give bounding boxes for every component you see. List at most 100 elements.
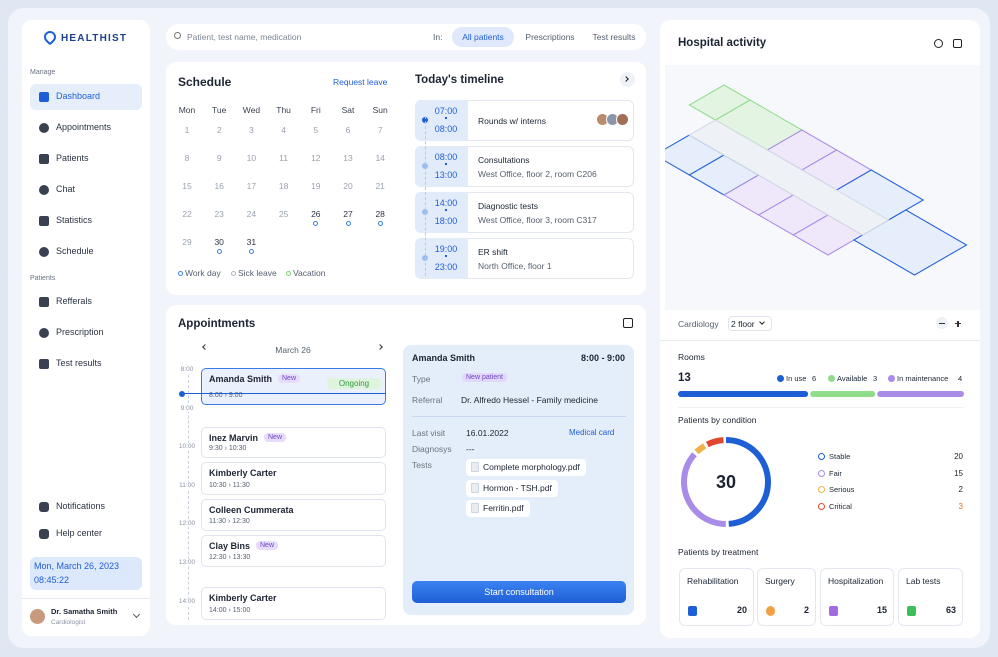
timeline-line <box>424 116 426 276</box>
calendar-day[interactable]: 16 <box>214 181 224 191</box>
calendar-day[interactable]: 14 <box>375 153 385 163</box>
search-tab[interactable]: Prescriptions <box>525 32 575 42</box>
calendar-day[interactable]: 28 <box>375 209 385 219</box>
status-icon <box>777 375 784 382</box>
calendar-day[interactable]: 8 <box>184 153 190 163</box>
search-tab[interactable]: Test results <box>592 32 636 42</box>
nav-item[interactable]: Prescription <box>56 327 104 337</box>
calendar-day[interactable]: 21 <box>375 181 385 191</box>
status-icon <box>828 375 835 382</box>
calendar-day[interactable]: 18 <box>278 181 289 191</box>
start-button[interactable] <box>412 581 626 603</box>
appointment-time: 11:30 › 12:30 <box>209 518 250 525</box>
print-icon[interactable] <box>953 39 962 48</box>
calendar-day[interactable]: 20 <box>343 181 353 191</box>
appointment-time: 14:00 › 15:00 <box>209 607 251 614</box>
date: Mon, March 26, 2023 <box>34 561 120 571</box>
search-bar[interactable] <box>166 24 646 50</box>
appointments-date: March 26 <box>275 345 311 355</box>
file-chip[interactable]: Hormon - TSH.pdf <box>466 479 558 497</box>
refresh-icon[interactable] <box>934 39 943 48</box>
weekday: Thu <box>276 105 291 115</box>
appointment[interactable] <box>201 427 386 458</box>
nav-item[interactable]: Statistics <box>56 215 93 225</box>
treatment-value: 2 <box>803 605 809 615</box>
appointment[interactable] <box>201 587 386 620</box>
type-pill: New patient <box>462 373 507 382</box>
legend-dot <box>286 271 291 276</box>
calendar-day[interactable]: 5 <box>313 125 319 135</box>
calendar-day[interactable]: 9 <box>216 153 222 163</box>
patient-name: Amanda Smith <box>209 374 273 384</box>
calendar-day[interactable]: 19 <box>311 181 321 191</box>
calendar-day[interactable]: 29 <box>182 237 192 247</box>
calendar-day[interactable]: 30 <box>214 237 224 247</box>
nav-item[interactable]: Dashboard <box>56 91 101 101</box>
time-label: 13:00 <box>172 559 202 566</box>
nav-item[interactable]: Refferals <box>56 296 92 306</box>
new-tag: New <box>256 541 279 550</box>
calendar-day[interactable]: 24 <box>246 209 257 219</box>
calendar-day[interactable]: 4 <box>281 125 286 135</box>
calendar-day[interactable]: 25 <box>278 209 289 219</box>
now-dot <box>179 390 185 397</box>
file-chip[interactable]: Ferritin.pdf <box>466 500 530 517</box>
calendar-day[interactable]: 22 <box>182 209 192 219</box>
search-placeholder[interactable]: Patient, test name, medication <box>187 32 302 42</box>
search-tab[interactable]: All patients <box>462 32 504 42</box>
calendar-day[interactable]: 2 <box>216 125 222 135</box>
time-axis <box>187 375 189 620</box>
time-start: 19:00 <box>434 244 458 254</box>
donut-segment <box>681 437 771 527</box>
nav-item[interactable]: Help center <box>56 528 103 538</box>
nav-item[interactable]: Patients <box>56 153 89 163</box>
nav-item[interactable]: Appointments <box>56 122 112 132</box>
calendar-day[interactable]: 6 <box>345 125 351 135</box>
file-icon <box>471 503 479 513</box>
diagnosis: --- <box>466 444 475 454</box>
treatment-card[interactable] <box>898 568 963 626</box>
appointment[interactable] <box>201 499 386 531</box>
appointments-title: Appointments <box>178 318 256 330</box>
timeline-event: Diagnostic tests <box>478 201 538 211</box>
calendar-day[interactable]: 11 <box>279 153 288 163</box>
calendar-day[interactable]: 26 <box>311 209 321 219</box>
calendar-day[interactable]: 31 <box>246 237 257 247</box>
user-name: Dr. Samatha Smith <box>51 607 118 616</box>
calendar-day[interactable]: 3 <box>249 125 254 135</box>
timeline-event: Consultations <box>478 155 530 165</box>
calendar-day[interactable]: 17 <box>246 181 257 191</box>
timeline-next[interactable] <box>620 72 635 87</box>
corridor <box>688 119 890 236</box>
floor-select[interactable] <box>728 316 772 331</box>
calendar-day[interactable]: 12 <box>311 153 321 163</box>
calendar-day[interactable]: 15 <box>182 181 192 191</box>
file-chip[interactable]: Complete morphology.pdf <box>466 459 586 476</box>
appointment[interactable] <box>201 462 386 495</box>
nav-item[interactable]: Notifications <box>56 501 106 511</box>
calendar-day[interactable]: 7 <box>377 125 383 135</box>
nav-item[interactable]: Test results <box>56 358 102 368</box>
work-day-dot <box>313 221 319 226</box>
calendar-day[interactable]: 23 <box>214 209 224 219</box>
nav-item[interactable]: Schedule <box>56 246 94 256</box>
treatment-card[interactable] <box>820 568 894 626</box>
calendar-day[interactable]: 27 <box>343 209 353 219</box>
calendar-day[interactable]: 1 <box>184 125 190 135</box>
calendar-icon[interactable] <box>623 318 633 328</box>
appointment[interactable] <box>201 535 386 567</box>
donut-segment <box>681 437 771 527</box>
condition-name: Critical <box>829 501 852 511</box>
weekday: Fri <box>310 105 321 115</box>
nav-item[interactable]: Chat <box>56 184 76 194</box>
section-title: Manage <box>30 69 56 76</box>
treatment-card[interactable] <box>757 568 816 626</box>
detail-time: 8:00 - 9:00 <box>580 353 625 363</box>
calendar-day[interactable]: 10 <box>246 153 257 163</box>
calendar-day[interactable]: 13 <box>343 153 353 163</box>
medical-card-link[interactable]: Medical card <box>569 428 615 437</box>
treatment-card[interactable] <box>679 568 754 626</box>
condition-dot <box>818 469 825 477</box>
request-leave[interactable]: Request leave <box>333 77 388 87</box>
start-label[interactable]: Start consultation <box>484 587 554 597</box>
